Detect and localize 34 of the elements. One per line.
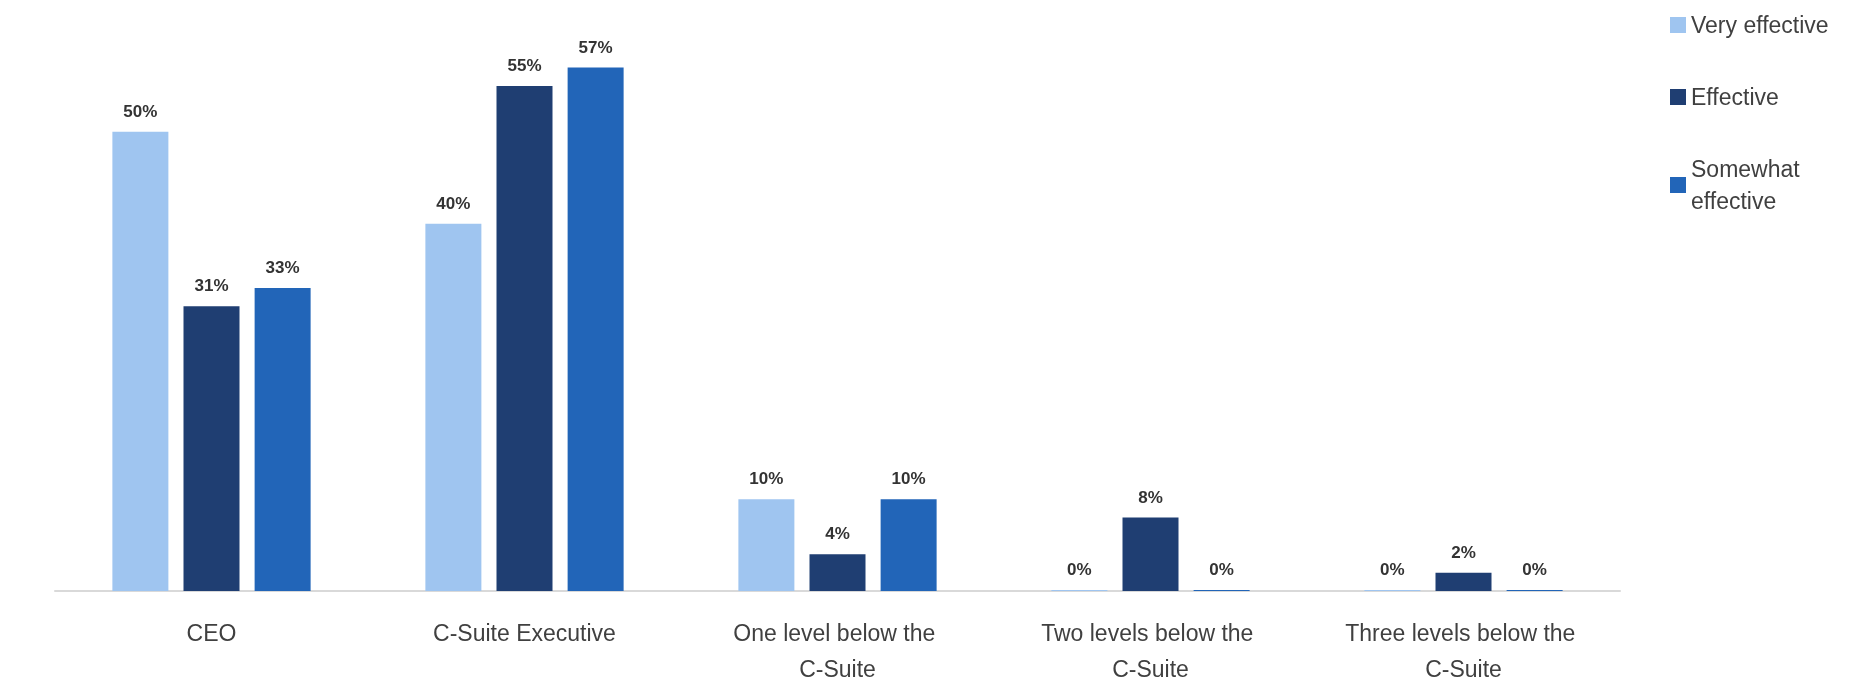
bar	[809, 554, 866, 591]
x-tick-label: C-Suite Executive	[433, 620, 616, 646]
data-label: 57%	[578, 37, 613, 57]
data-label: 10%	[891, 469, 926, 489]
bar	[880, 499, 937, 591]
data-label: 2%	[1451, 542, 1476, 562]
data-label: 10%	[749, 469, 784, 489]
x-tick-label: Three levels below the C-Suite	[1345, 620, 1582, 682]
data-label: 31%	[194, 276, 229, 296]
data-label: 0%	[1209, 560, 1234, 579]
data-label: 33%	[265, 257, 300, 277]
bar	[254, 287, 311, 591]
legend-label: Somewhat effective	[1691, 156, 1807, 214]
x-tick-label: Two levels below the C-Suite	[1041, 620, 1260, 682]
x-tick-label: One level below the C-Suite	[733, 620, 942, 682]
legend-label: Effective	[1691, 84, 1779, 110]
bar	[425, 223, 482, 591]
bar	[1122, 517, 1179, 591]
bar	[738, 499, 795, 591]
data-label: 0%	[1380, 560, 1405, 579]
bar	[183, 306, 240, 591]
data-label: 50%	[123, 101, 158, 121]
x-tick-label: CEO	[186, 620, 237, 646]
data-label: 40%	[436, 193, 471, 213]
bar	[1435, 572, 1492, 591]
legend-label: Very effective	[1691, 12, 1829, 38]
data-label: 55%	[507, 55, 542, 75]
bar	[567, 67, 624, 591]
bar	[112, 131, 169, 591]
data-label: 8%	[1138, 487, 1163, 507]
data-label: 0%	[1067, 560, 1092, 579]
bar	[496, 85, 553, 591]
data-label: 0%	[1522, 560, 1547, 579]
data-label: 4%	[825, 524, 850, 544]
